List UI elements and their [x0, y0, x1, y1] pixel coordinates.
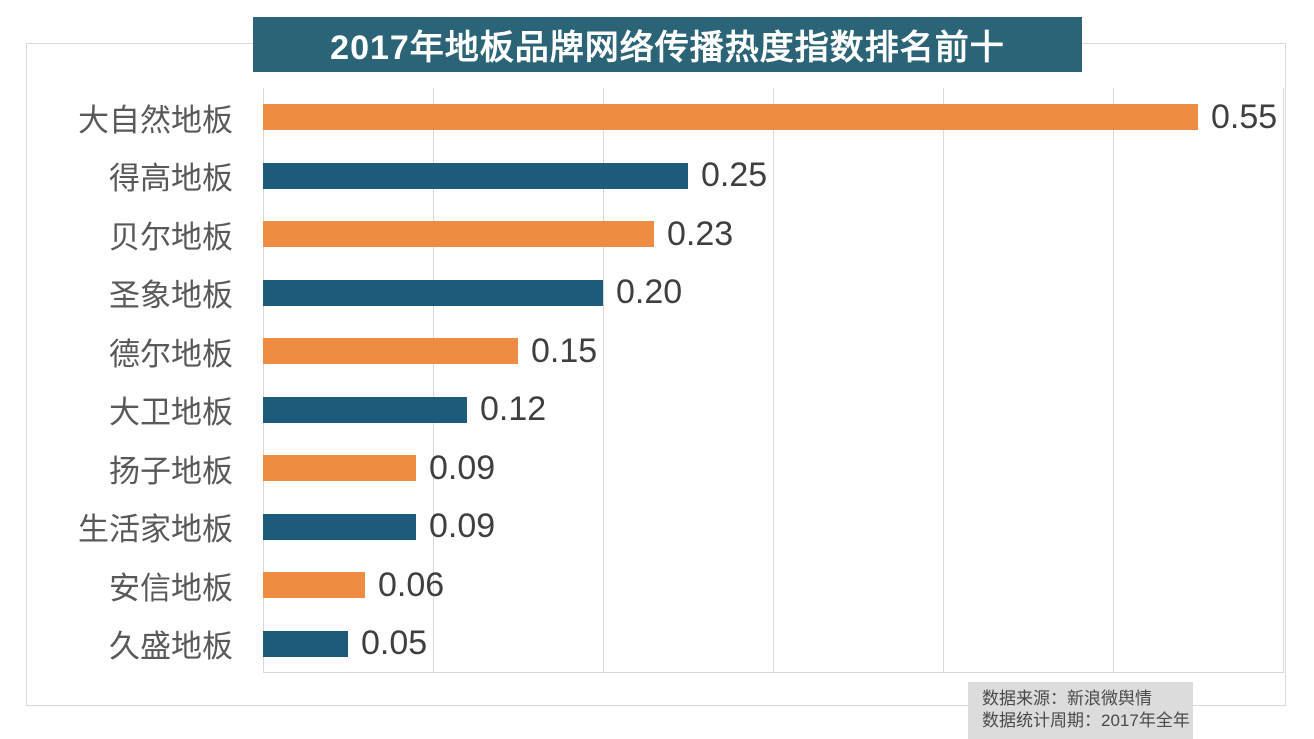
bar-row: 圣象地板 0.20	[30, 264, 1284, 323]
source-line-1: 数据来源：新浪微舆情	[982, 689, 1152, 708]
bar-track: 0.15	[263, 322, 1284, 381]
value-label: 0.20	[616, 273, 683, 312]
bar-track: 0.55	[263, 88, 1284, 147]
category-label: 圣象地板	[109, 278, 233, 314]
bar-track: 0.23	[263, 205, 1284, 264]
category-label: 久盛地板	[109, 629, 233, 665]
bar-row: 生活家地板 0.09	[30, 498, 1284, 557]
value-label: 0.09	[429, 507, 496, 546]
value-label: 0.12	[480, 390, 547, 429]
source-note-box: 数据来源：新浪微舆情 数据统计周期：2017年全年	[968, 682, 1193, 739]
bar-track: 0.05	[263, 615, 1284, 674]
bar	[263, 338, 518, 365]
bar-rows: 大自然地板 0.55 得高地板 0.25 贝尔地板 0.23 圣象地板 0.20 德尔地板 0.1…	[30, 88, 1284, 673]
chart-title-banner: 2017年地板品牌网络传播热度指数排名前十	[253, 17, 1082, 72]
bar	[263, 221, 654, 248]
bar-row: 德尔地板 0.15	[30, 322, 1284, 381]
gridline	[603, 88, 604, 673]
category-label: 德尔地板	[109, 336, 233, 372]
value-label: 0.25	[701, 156, 768, 195]
category-label: 大卫地板	[109, 395, 233, 431]
bar-row: 大自然地板 0.55	[30, 88, 1284, 147]
bar	[263, 455, 416, 482]
bar-track: 0.09	[263, 498, 1284, 557]
bar-row: 大卫地板 0.12	[30, 381, 1284, 440]
bar-row: 安信地板 0.06	[30, 556, 1284, 615]
gridline	[263, 88, 264, 673]
bar-row: 扬子地板 0.09	[30, 439, 1284, 498]
category-label: 得高地板	[109, 161, 233, 197]
chart-title: 2017年地板品牌网络传播热度指数排名前十	[330, 29, 1005, 67]
value-label: 0.15	[531, 331, 598, 370]
category-label: 生活家地板	[78, 512, 233, 548]
bar	[263, 279, 603, 306]
bar-track: 0.09	[263, 439, 1284, 498]
category-label: 扬子地板	[109, 453, 233, 489]
bar	[263, 572, 365, 599]
value-label: 0.23	[667, 214, 734, 253]
value-label: 0.09	[429, 448, 496, 487]
bar	[263, 104, 1198, 131]
category-label: 安信地板	[109, 570, 233, 606]
gridline	[1113, 88, 1114, 673]
bar	[263, 396, 467, 423]
gridline	[943, 88, 944, 673]
gridline	[1283, 88, 1284, 673]
gridline	[773, 88, 774, 673]
bar-track: 0.20	[263, 264, 1284, 323]
bar-row: 久盛地板 0.05	[30, 615, 1284, 674]
bar-row: 得高地板 0.25	[30, 147, 1284, 206]
gridline	[433, 88, 434, 673]
value-label: 0.55	[1211, 97, 1278, 136]
bar	[263, 630, 348, 657]
bar-track: 0.06	[263, 556, 1284, 615]
bar	[263, 513, 416, 540]
value-label: 0.06	[378, 565, 445, 604]
category-label: 贝尔地板	[109, 219, 233, 255]
bar	[263, 162, 688, 189]
source-line-2: 数据统计周期：2017年全年	[982, 711, 1190, 730]
bar-row: 贝尔地板 0.23	[30, 205, 1284, 264]
bar-track: 0.25	[263, 147, 1284, 206]
plot-area	[263, 88, 1284, 673]
value-label: 0.05	[361, 624, 428, 663]
category-label: 大自然地板	[78, 102, 233, 138]
bar-track: 0.12	[263, 381, 1284, 440]
